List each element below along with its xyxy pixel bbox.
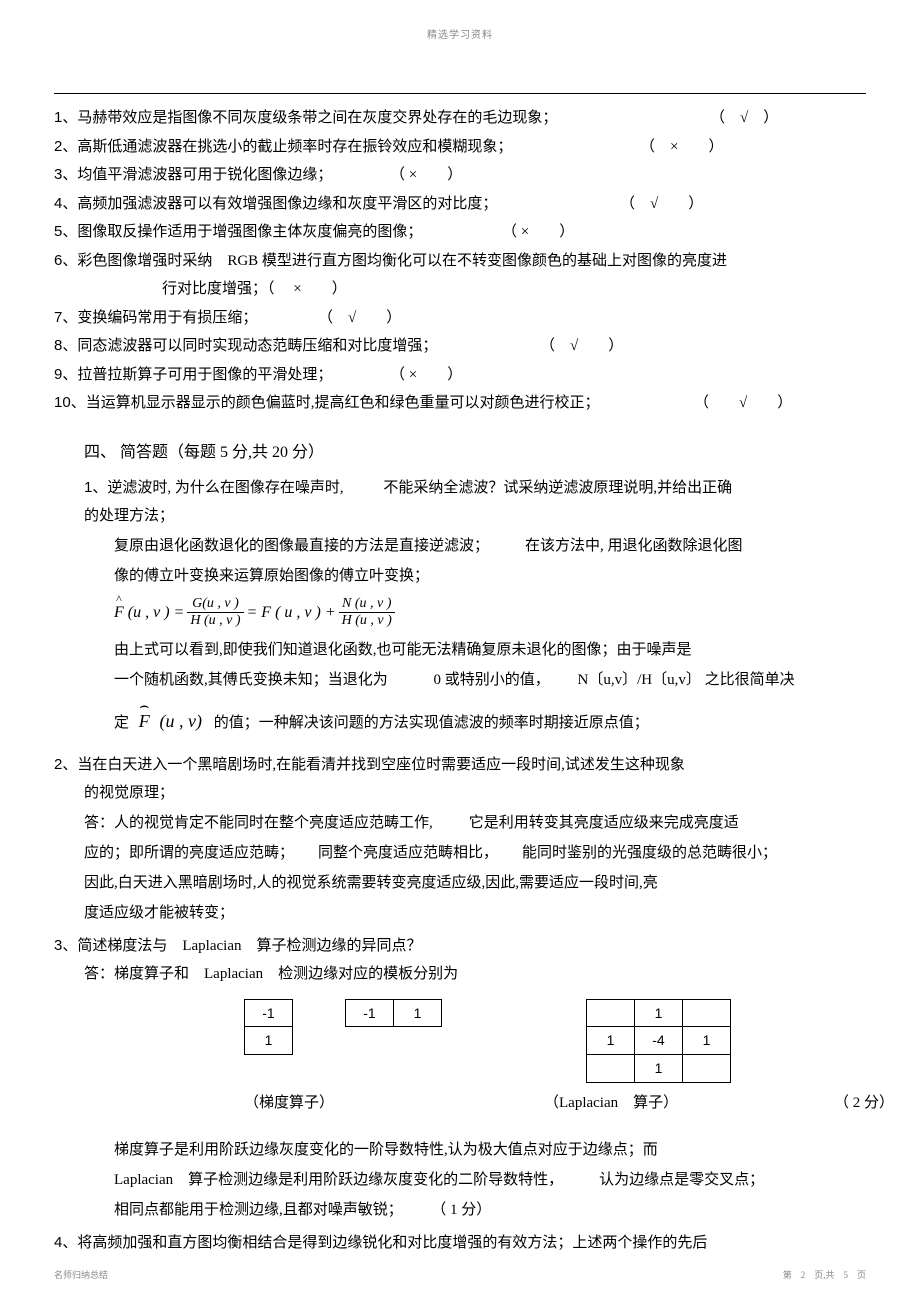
q1-answer: 复原由退化函数退化的图像最直接的方法是直接逆滤波；在该方法中, 用退化函数除退化… xyxy=(54,531,866,591)
tf-item-9: 9、拉普拉斯算子可用于图像的平滑处理； （ × ） xyxy=(54,361,866,390)
tf-item-7: 7、变换编码常用于有损压缩； （ √ ） xyxy=(54,304,866,333)
tf-mark-8: （ √ ） xyxy=(540,332,623,361)
tf-item-5: 5、图像取反操作适用于增强图像主体灰度偏亮的图像； （ × ） xyxy=(54,218,866,247)
q1-line2: 的处理方法； xyxy=(54,502,866,531)
top-rule xyxy=(54,93,866,94)
tf-mark-1: （ √ ） xyxy=(710,104,778,133)
tf-item-6b: 行对比度增强；（ × ） xyxy=(54,275,866,304)
footer-left: 名师归纳总结 xyxy=(54,1268,108,1281)
tf-item-1: 1、马赫带效应是指图像不同灰度级条带之间在灰度交界处存在的毛边现象； （ √ ） xyxy=(54,104,866,133)
tf-item-10: 10、当运算机显示器显示的颜色偏蓝时,提高红色和绿色重量可以对颜色进行校正； （… xyxy=(54,389,866,418)
q4-line1: 4、将高频加强和直方图均衡相结合是得到边缘锐化和对比度增强的有效方法；上述两个操… xyxy=(54,1229,866,1258)
tf-item-3: 3、均值平滑滤波器可用于锐化图像边缘； （ × ） xyxy=(54,161,866,190)
tf-item-2: 2、高斯低通滤波器在挑选小的截止频率时存在振铃效应和模糊现象； （ × ） xyxy=(54,133,866,162)
q2-line1: 2、当在白天进入一个黑暗剧场时,在能看清并找到空座位时需要适应一段时间,试述发生… xyxy=(54,751,866,780)
tf-mark-5: （ × ） xyxy=(502,218,574,247)
tf-mark-2: （ × ） xyxy=(640,133,723,162)
q2-line2: 的视觉原理； xyxy=(54,779,866,808)
q3-answer-2: 梯度算子是利用阶跃边缘灰度变化的一阶导数特性,认为极大值点对应于边缘点；而 La… xyxy=(54,1135,866,1225)
tf-mark-9: （ × ） xyxy=(390,361,462,390)
q3-line1: 3、简述梯度法与 Laplacian 算子检测边缘的异同点？ xyxy=(54,932,866,961)
header-text: 精选学习资料 xyxy=(0,26,920,41)
tf-mark-7: （ √ ） xyxy=(318,304,401,333)
tf-mark-4: （ √ ） xyxy=(620,190,703,219)
laplacian-table: 1 1-41 1 xyxy=(586,999,731,1083)
gradient-table-a: -1 1 xyxy=(244,999,293,1055)
q1-formula: F (u , v ) = G(u , v )H (u , v ) = F ( u… xyxy=(54,591,866,635)
gradient-table-b: -11 xyxy=(345,999,442,1028)
q1-answer-2: 由上式可以看到,即使我们知道退化函数,也可能无法精确复原未退化的图像；由于噪声是… xyxy=(54,635,866,739)
tf-item-6: 6、彩色图像增强时采纳 RGB 模型进行直方图均衡化可以在不转变图像颜色的基础上… xyxy=(54,247,866,276)
tf-mark-3: （ × ） xyxy=(390,161,462,190)
tf-item-4: 4、高频加强滤波器可以有效增强图像边缘和灰度平滑区的对比度； （ √ ） xyxy=(54,190,866,219)
q3-ans1: 答：梯度算子和 Laplacian 检测边缘对应的模板分别为 xyxy=(54,960,866,989)
q2-answer: 答：人的视觉肯定不能同时在整个亮度适应范畴工作,它是利用转变其亮度适应级来完成亮… xyxy=(54,808,866,928)
q3-tables: -1 1 -11 1 1-41 1 xyxy=(244,999,866,1083)
q1-line1: 1、逆滤波时, 为什么在图像存在噪声时, 不能采纳全滤波？试采纳逆滤波原理说明,… xyxy=(54,474,866,503)
tf-mark-10: （ √ ） xyxy=(694,389,792,418)
section-4-title: 四、 简答题（每题 5 分,共 20 分） xyxy=(54,438,866,468)
page-content: 1、马赫带效应是指图像不同灰度级条带之间在灰度交界处存在的毛边现象； （ √ ）… xyxy=(54,104,866,1258)
q3-table-labels: （梯度算子） （Laplacian 算子） （ 2 分） xyxy=(244,1089,904,1118)
footer-right: 第 2 页,共 5 页 xyxy=(783,1268,866,1281)
tf-item-8: 8、同态滤波器可以同时实现动态范畴压缩和对比度增强； （ √ ） xyxy=(54,332,866,361)
